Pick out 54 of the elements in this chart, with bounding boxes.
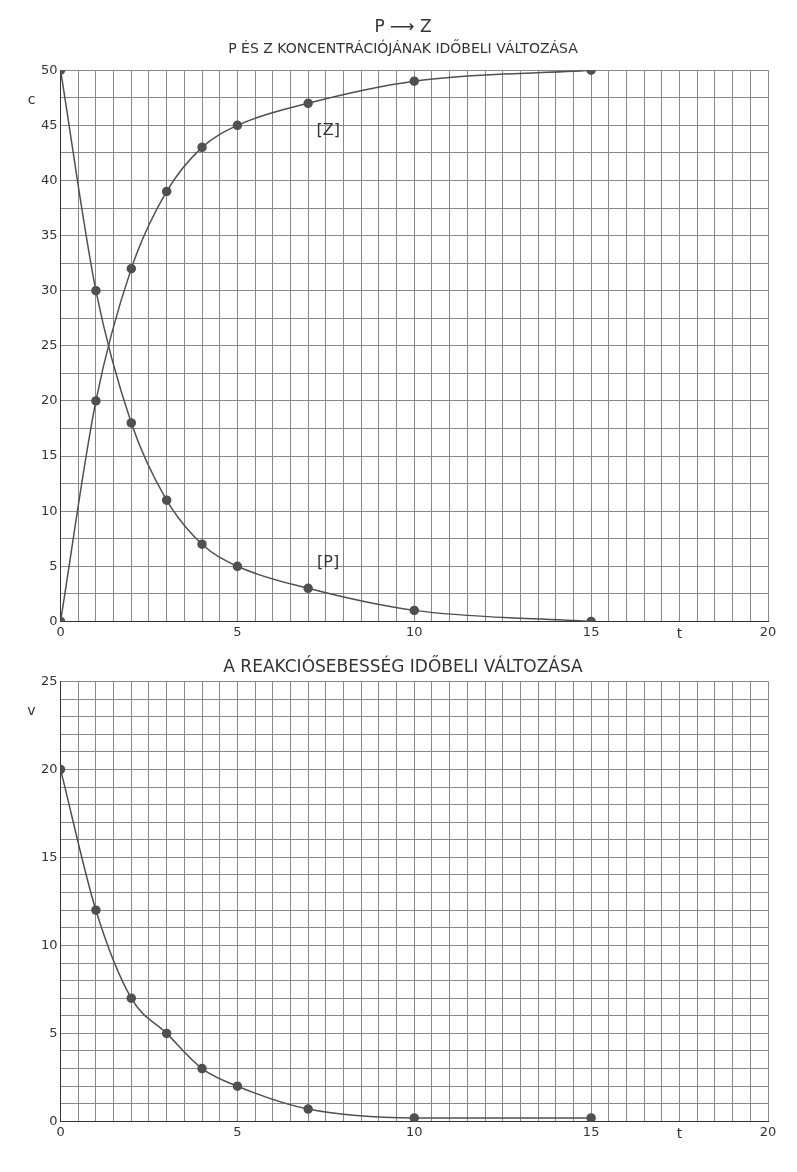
chart-title: P ⟶ Z [374, 15, 432, 36]
y-tick-label: 5 [49, 1024, 58, 1040]
point [197, 142, 207, 153]
y-tick-label: 45 [41, 116, 58, 132]
point [409, 605, 420, 616]
point [197, 1063, 207, 1074]
x-axis-title: t [676, 1125, 683, 1142]
point [161, 186, 172, 197]
x-tick-label: 15 [582, 623, 600, 639]
x-tick-label: 10 [406, 623, 423, 639]
y-tick-label: 5 [49, 557, 58, 573]
y-tick-label: 0 [49, 1112, 58, 1128]
x-tick-label: 5 [233, 1123, 242, 1139]
point [232, 1081, 243, 1091]
x-tick-label: 15 [582, 1123, 600, 1139]
x-tick-label: 5 [233, 623, 242, 639]
y-tick-label: 25 [41, 337, 58, 353]
chart-subtitle: P ÉS Z KONCENTRÁCIÓJÁNAK IDŐBELI VÁLTOZÁSA [228, 39, 579, 57]
point [126, 263, 137, 274]
y-tick-label: 20 [41, 760, 58, 776]
point [197, 539, 207, 549]
point [126, 993, 137, 1003]
y-tick-label: 50 [41, 61, 58, 77]
x-tick-label: 20 [759, 623, 777, 639]
y-tick-label: 10 [41, 936, 58, 952]
x-tick-label: 20 [759, 1123, 777, 1139]
y-tick-label: 25 [41, 672, 58, 688]
point [161, 495, 172, 505]
point [91, 285, 101, 296]
chart-title: A REAKCIÓSEBESSÉG IDŐBELI VÁLTOZÁSA [223, 654, 584, 676]
point [91, 905, 101, 915]
y-tick-label: 0 [49, 612, 58, 628]
y-tick-label: 30 [41, 282, 58, 298]
point [409, 1113, 420, 1122]
point [303, 1104, 313, 1114]
y-axis-title: v [27, 702, 36, 719]
x-axis-title: t [676, 625, 683, 642]
point [126, 418, 137, 428]
point [303, 583, 313, 594]
point [232, 120, 243, 131]
y-tick-label: 10 [41, 502, 58, 518]
point [161, 1028, 172, 1039]
y-axis-title: c [27, 90, 36, 107]
x-tick-label: 10 [406, 1123, 423, 1139]
point [303, 98, 313, 109]
y-tick-label: 35 [41, 226, 58, 242]
y-tick-label: 15 [41, 848, 58, 864]
point [91, 396, 101, 406]
point [232, 561, 243, 572]
point [586, 1113, 596, 1122]
point [409, 76, 420, 86]
y-tick-label: 20 [41, 392, 58, 408]
y-tick-label: 40 [41, 171, 58, 187]
y-tick-label: 15 [41, 447, 58, 463]
